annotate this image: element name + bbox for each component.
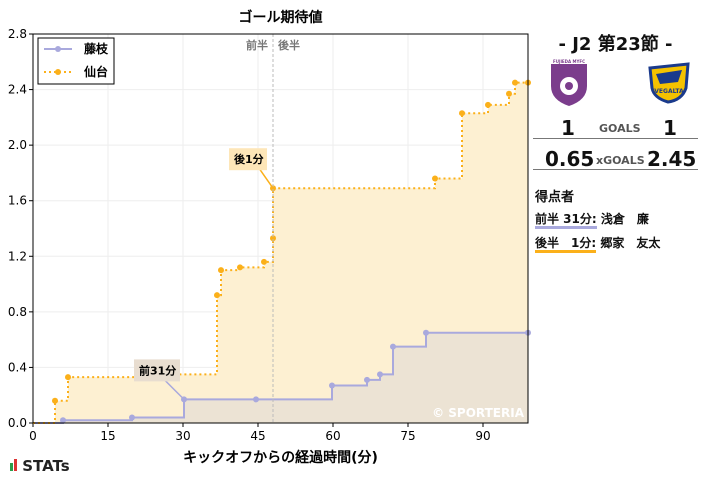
x-tick-label: 60 (325, 429, 340, 443)
y-tick-label: 0.0 (8, 416, 27, 430)
bar-chart-icon (10, 463, 13, 471)
data-point (65, 374, 71, 381)
halftime-label: 後半 (278, 38, 300, 52)
xg-row: 0.65 xGOALS 2.45 (533, 147, 698, 171)
legend-marker (55, 69, 61, 75)
data-point (485, 101, 491, 108)
away-logo-text: VEGALTA (654, 88, 684, 95)
scorers-title: 得点者 (535, 190, 575, 205)
data-point (237, 264, 243, 271)
y-tick-label: 0.8 (8, 305, 27, 319)
away-team-logo: VEGALTA (648, 62, 690, 104)
x-tick-label: 30 (175, 429, 190, 443)
annotation-box (134, 359, 180, 382)
data-point (377, 371, 383, 378)
goals-row: 1 GOALS 1 (533, 116, 698, 140)
legend-label: 仙台 (84, 64, 108, 79)
annotation-label: 後1分 (234, 152, 264, 166)
scorer-item: 前半 31分: 浅倉 廉 (535, 210, 700, 229)
scorer-time: 後半 1分: (535, 236, 597, 253)
halftime-label: 前半 (246, 38, 268, 52)
watermark: © SPORTERIA (432, 406, 525, 420)
goals-label: GOALS (599, 122, 641, 135)
annotation-label: 前31分 (139, 363, 176, 377)
data-point (364, 376, 370, 383)
match-title: - J2 第23節 - (558, 34, 673, 55)
x-tick-label: 45 (250, 429, 265, 443)
annotation-arrow (163, 378, 185, 400)
scorer-name: 郷家 友太 (600, 236, 661, 250)
away-xg: 2.45 (647, 147, 697, 171)
data-point (261, 258, 267, 265)
data-point (423, 329, 429, 336)
annotation-arrow (258, 167, 274, 189)
legend-marker (55, 46, 61, 52)
x-tick-label: 75 (400, 429, 415, 443)
legend-box (37, 37, 115, 85)
chart-title: ゴール期待値 (239, 9, 323, 26)
data-point (52, 397, 58, 404)
data-point (432, 175, 438, 182)
x-tick-label: 0 (29, 429, 37, 443)
home-xg: 0.65 (545, 147, 595, 171)
series-line (33, 81, 528, 424)
home-logo-text: FUJIEDA MYFC (553, 59, 585, 64)
home-goals: 1 (561, 116, 575, 140)
y-tick-label: 2.0 (8, 138, 27, 152)
scorer-name: 浅倉 廉 (600, 212, 649, 226)
data-point (459, 110, 465, 117)
x-tick-label: 90 (475, 429, 490, 443)
x-tick-label: 15 (100, 429, 115, 443)
data-point (329, 382, 335, 389)
away-goals: 1 (663, 116, 677, 140)
home-team-logo: FUJIEDA MYFC (551, 59, 587, 106)
scorer-item: 後半 1分: 郷家 友太 (535, 234, 700, 253)
y-tick-label: 2.8 (8, 27, 27, 41)
data-point (253, 396, 259, 403)
series-area (33, 332, 528, 423)
plot-frame (32, 33, 529, 424)
y-tick-label: 0.4 (8, 360, 27, 374)
data-point (506, 90, 512, 97)
brand-logo: STATs (10, 457, 70, 475)
series-area (33, 82, 528, 423)
x-axis-label: キックオフからの経過時間(分) (183, 449, 378, 466)
y-tick-label: 1.2 (8, 249, 27, 263)
data-point (60, 417, 66, 424)
legend-label: 藤枝 (83, 41, 109, 56)
data-point (214, 292, 220, 299)
scorer-time: 前半 31分: (535, 212, 597, 229)
annotation-box (229, 148, 267, 171)
data-point (270, 235, 276, 242)
xg-label: xGOALS (596, 154, 645, 167)
data-point (218, 267, 224, 274)
y-tick-label: 2.4 (8, 83, 27, 97)
data-point (129, 414, 135, 421)
data-point (512, 79, 518, 86)
data-point (390, 343, 396, 350)
y-tick-label: 1.6 (8, 194, 27, 208)
